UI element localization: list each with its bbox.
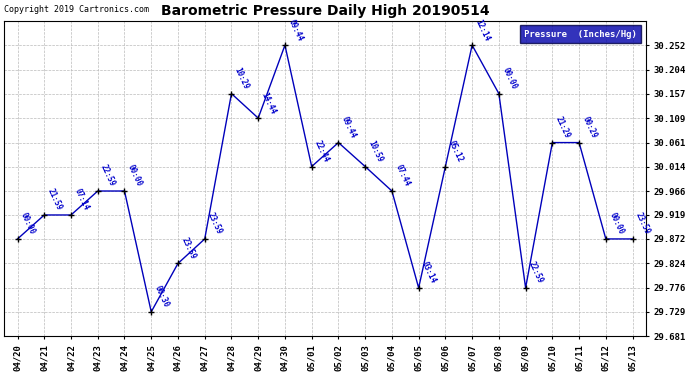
Text: 23:59: 23:59 <box>634 211 652 236</box>
Text: 00:29: 00:29 <box>580 115 598 140</box>
Text: 10:29: 10:29 <box>233 66 250 91</box>
Text: Copyright 2019 Cartronics.com: Copyright 2019 Cartronics.com <box>4 5 149 14</box>
Text: 05:12: 05:12 <box>447 139 464 164</box>
Text: 09:44: 09:44 <box>339 115 357 140</box>
Text: 07:14: 07:14 <box>72 188 90 212</box>
Text: 10:59: 10:59 <box>366 139 384 164</box>
Text: 22:59: 22:59 <box>527 260 545 285</box>
Text: 00:00: 00:00 <box>19 211 37 236</box>
Text: 21:29: 21:29 <box>554 115 572 140</box>
Legend: Pressure  (Inches/Hg): Pressure (Inches/Hg) <box>520 25 642 43</box>
Text: 22:44: 22:44 <box>313 139 331 164</box>
Text: 21:59: 21:59 <box>46 188 63 212</box>
Text: 07:44: 07:44 <box>393 164 411 188</box>
Text: 23:59: 23:59 <box>206 211 224 236</box>
Text: 14:44: 14:44 <box>259 91 277 116</box>
Title: Barometric Pressure Daily High 20190514: Barometric Pressure Daily High 20190514 <box>161 4 489 18</box>
Text: 00:30: 00:30 <box>152 284 170 309</box>
Text: 00:00: 00:00 <box>500 66 518 91</box>
Text: 00:00: 00:00 <box>607 211 625 236</box>
Text: 23:59: 23:59 <box>179 236 197 261</box>
Text: 12:14: 12:14 <box>473 18 491 42</box>
Text: 03:14: 03:14 <box>420 260 438 285</box>
Text: 00:00: 00:00 <box>126 164 144 188</box>
Text: 09:44: 09:44 <box>286 18 304 42</box>
Text: 22:59: 22:59 <box>99 164 117 188</box>
